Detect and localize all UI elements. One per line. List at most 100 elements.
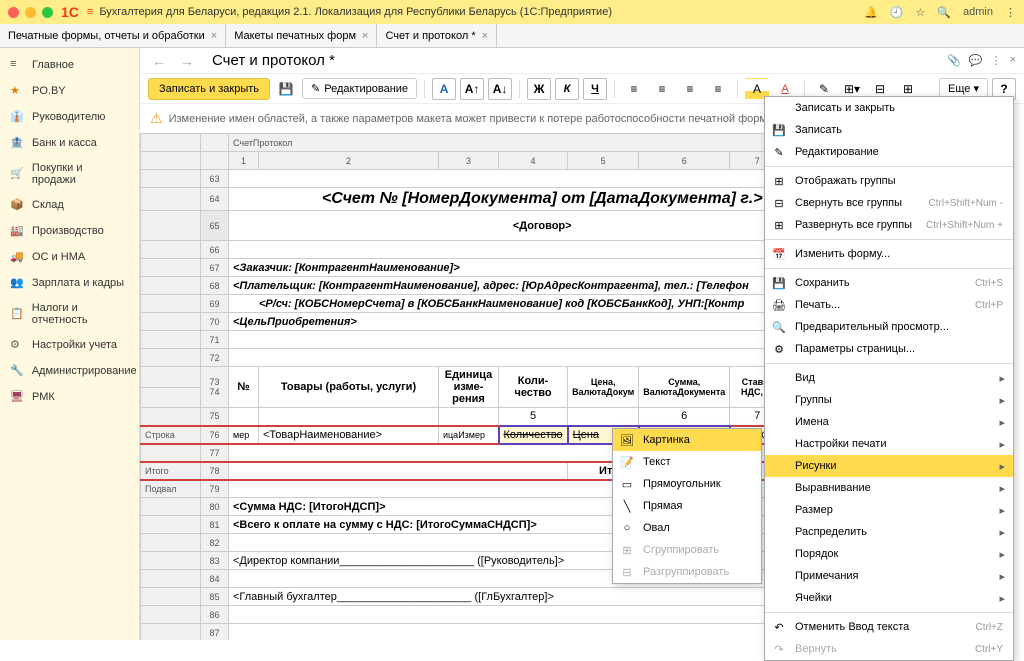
manager-icon: 👔 [10, 110, 24, 124]
menu-item[interactable]: Группы▸ [765, 389, 1013, 411]
titlebar: 1C ≡ Бухгалтерия для Беларуси, редакция … [0, 0, 1024, 24]
tab-2[interactable]: Счет и протокол *× [377, 24, 497, 47]
more-icon[interactable]: ⋮ [991, 54, 1002, 67]
warning-icon: ⚠ [150, 110, 163, 127]
menu-icon[interactable]: ⋮ [1005, 6, 1016, 19]
save-close-button[interactable]: Записать и закрыть [148, 78, 270, 100]
app-logo-suffix: ≡ [87, 6, 93, 18]
menu-item[interactable]: ⊟Разгруппировать [613, 561, 761, 583]
menu-item[interactable]: 📅Изменить форму... [765, 243, 1013, 265]
menu-item[interactable]: 🖨Печать...Ctrl+P [765, 294, 1013, 316]
font-btn[interactable]: A [432, 78, 456, 100]
assets-icon: 🚚 [10, 250, 24, 264]
sidebar-item[interactable]: 🖥РМК [0, 384, 139, 410]
search-icon[interactable]: 🔍 [937, 6, 951, 19]
menu-item[interactable]: Имена▸ [765, 411, 1013, 433]
underline-btn[interactable]: Ч [583, 78, 607, 100]
menu-item[interactable]: 💾Записать [765, 119, 1013, 141]
star-icon: ★ [10, 84, 24, 98]
edit-mode-button[interactable]: ✎Редактирование [302, 78, 417, 99]
menu-item[interactable]: ⊞Развернуть все группыCtrl+Shift+Num + [765, 214, 1013, 236]
align-left-icon[interactable]: ≡ [622, 78, 646, 100]
menu-item[interactable]: 💾СохранитьCtrl+S [765, 272, 1013, 294]
menu-item[interactable]: Порядок▸ [765, 543, 1013, 565]
align-right-icon[interactable]: ≡ [678, 78, 702, 100]
sidebar-item[interactable]: ⚙Настройки учета [0, 332, 139, 358]
minimize-icon[interactable] [25, 7, 36, 18]
align-center-icon[interactable]: ≡ [650, 78, 674, 100]
menu-item[interactable]: ↷ВернутьCtrl+Y [765, 638, 1013, 660]
sidebar-item[interactable]: 📋Налоги и отчетность [0, 296, 139, 332]
warning-text: Изменение имен областей, а также парамет… [169, 113, 778, 125]
menu-icon: ≡ [10, 58, 24, 72]
history-icon[interactable]: 🕘 [890, 6, 904, 19]
maximize-icon[interactable] [42, 7, 53, 18]
sidebar-item[interactable]: 👥Зарплата и кадры [0, 270, 139, 296]
menu-item[interactable]: Настройки печати▸ [765, 433, 1013, 455]
sidebar-item[interactable]: ★PO.BY [0, 78, 139, 104]
menu-item[interactable]: ⊞Отображать группы [765, 170, 1013, 192]
drawings-submenu[interactable]: 🖼Картинка📝Текст▭Прямоугольник╲Прямая○Ова… [612, 428, 762, 584]
gear-icon: ⚙ [10, 338, 24, 352]
italic-btn[interactable]: К [555, 78, 579, 100]
pos-icon: 🖥 [10, 390, 24, 404]
menu-item[interactable]: Рисунки▸ [765, 455, 1013, 477]
menu-item[interactable]: Вид▸ [765, 367, 1013, 389]
menu-item[interactable]: Распределить▸ [765, 521, 1013, 543]
menu-item[interactable]: ╲Прямая [613, 495, 761, 517]
nav-sidebar: ≡Главное ★PO.BY 👔Руководителю 🏦Банк и ка… [0, 48, 140, 640]
sidebar-item[interactable]: 🚚ОС и НМА [0, 244, 139, 270]
sidebar-item[interactable]: 🏦Банк и касса [0, 130, 139, 156]
factory-icon: 🏭 [10, 224, 24, 238]
menu-item[interactable]: Записать и закрыть [765, 97, 1013, 119]
menu-item[interactable]: Выравнивание▸ [765, 477, 1013, 499]
menu-item[interactable]: ○Овал [613, 517, 761, 539]
forward-icon[interactable]: → [176, 53, 198, 69]
close-icon[interactable]: × [362, 30, 368, 42]
close-icon[interactable]: × [482, 30, 488, 42]
close-icon[interactable]: × [211, 30, 217, 42]
close-icon[interactable]: × [1010, 54, 1016, 67]
sidebar-item[interactable]: 📦Склад [0, 192, 139, 218]
bell-icon[interactable]: 🔔 [864, 6, 878, 19]
bank-icon: 🏦 [10, 136, 24, 150]
sidebar-item[interactable]: ≡Главное [0, 52, 139, 78]
save-icon[interactable]: 💾 [274, 78, 298, 100]
align-justify-icon[interactable]: ≡ [706, 78, 730, 100]
page-title: Счет и протокол * [212, 52, 335, 69]
sidebar-item[interactable]: 🏭Производство [0, 218, 139, 244]
admin-icon: 🔧 [10, 364, 24, 378]
tab-1[interactable]: Макеты печатных форм× [226, 24, 377, 47]
back-icon[interactable]: ← [148, 53, 170, 69]
sidebar-item[interactable]: 🔧Администрирование [0, 358, 139, 384]
menu-item[interactable]: Ячейки▸ [765, 587, 1013, 609]
user-label[interactable]: admin [963, 6, 993, 18]
attach-icon[interactable]: 📎 [947, 54, 961, 67]
menu-item[interactable]: ▭Прямоугольник [613, 473, 761, 495]
menu-item[interactable]: 🖼Картинка [613, 429, 761, 451]
menu-item[interactable]: ⚙Параметры страницы... [765, 338, 1013, 360]
bold-btn[interactable]: Ж [527, 78, 551, 100]
font-btn[interactable]: A↓ [488, 78, 512, 100]
document-tabs: Печатные формы, отчеты и обработки× Маке… [0, 24, 1024, 48]
window-title: Бухгалтерия для Беларуси, редакция 2.1. … [99, 6, 864, 18]
sidebar-item[interactable]: 🛒Покупки и продажи [0, 156, 139, 192]
tab-0[interactable]: Печатные формы, отчеты и обработки× [0, 24, 226, 47]
discuss-icon[interactable]: 💬 [969, 54, 983, 67]
menu-item[interactable]: ✎Редактирование [765, 141, 1013, 163]
sidebar-item[interactable]: 👔Руководителю [0, 104, 139, 130]
menu-item[interactable]: ↶Отменить Ввод текстаCtrl+Z [765, 616, 1013, 638]
menu-item[interactable]: ⊞Сгруппировать [613, 539, 761, 561]
close-icon[interactable] [8, 7, 19, 18]
more-menu[interactable]: Записать и закрыть💾Записать✎Редактирован… [764, 96, 1014, 661]
window-controls[interactable] [8, 7, 53, 18]
menu-item[interactable]: ⊟Свернуть все группыCtrl+Shift+Num - [765, 192, 1013, 214]
menu-item[interactable]: Размер▸ [765, 499, 1013, 521]
menu-item[interactable]: 📝Текст [613, 451, 761, 473]
menu-item[interactable]: Примечания▸ [765, 565, 1013, 587]
star-icon[interactable]: ☆ [915, 6, 925, 19]
menu-item[interactable]: 🔍Предварительный просмотр... [765, 316, 1013, 338]
nav-toolbar: ← → Счет и протокол * 📎 💬 ⋮ × [140, 48, 1024, 74]
font-btn[interactable]: A↑ [460, 78, 484, 100]
people-icon: 👥 [10, 276, 24, 290]
